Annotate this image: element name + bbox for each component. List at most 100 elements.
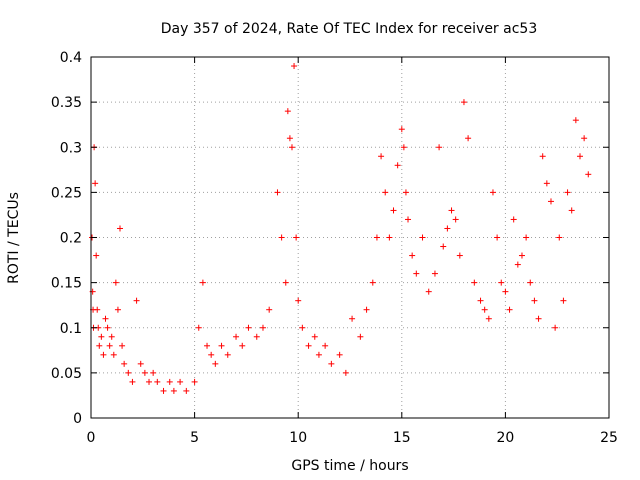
- data-point: [419, 234, 426, 241]
- data-point: [444, 225, 451, 232]
- data-point: [100, 351, 107, 358]
- data-point: [585, 171, 592, 178]
- data-point: [293, 234, 300, 241]
- data-point: [233, 333, 240, 340]
- data-point: [547, 198, 554, 205]
- data-point: [452, 216, 459, 223]
- data-point: [460, 99, 467, 106]
- x-tick-label: 15: [393, 430, 411, 446]
- data-point: [311, 333, 318, 340]
- data-point: [527, 279, 534, 286]
- data-point: [282, 279, 289, 286]
- data-point: [576, 153, 583, 160]
- data-point: [191, 378, 198, 385]
- data-point: [284, 108, 291, 115]
- data-point: [556, 234, 563, 241]
- data-point: [413, 270, 420, 277]
- data-point: [448, 207, 455, 214]
- data-point: [336, 351, 343, 358]
- data-point: [477, 297, 484, 304]
- data-point: [535, 315, 542, 322]
- data-point: [386, 234, 393, 241]
- y-tick-label: 0.35: [51, 95, 82, 111]
- data-point: [481, 306, 488, 313]
- data-point: [494, 234, 501, 241]
- data-point: [456, 252, 463, 259]
- x-tick-label: 0: [87, 430, 96, 446]
- data-point: [349, 315, 356, 322]
- x-axis-label: GPS time / hours: [291, 458, 408, 474]
- data-point: [560, 297, 567, 304]
- axis-ticks: 0 0.05 0.1 0.15 0.2 0.25 0.3 0.35 0.4 0 5 10 15 20 25: [51, 50, 618, 446]
- data-point: [154, 378, 161, 385]
- data-point: [278, 234, 285, 241]
- data-point: [177, 378, 184, 385]
- data-point: [166, 378, 173, 385]
- data-point: [208, 351, 215, 358]
- data-point: [133, 297, 140, 304]
- data-point: [378, 153, 385, 160]
- data-point: [390, 207, 397, 214]
- data-point: [137, 360, 144, 367]
- data-point: [141, 369, 148, 376]
- data-point: [102, 315, 109, 322]
- data-point: [398, 126, 405, 133]
- data-point: [291, 63, 298, 70]
- data-point: [218, 342, 225, 349]
- data-point: [342, 369, 349, 376]
- x-tick-label: 10: [289, 430, 307, 446]
- data-point: [531, 297, 538, 304]
- data-point: [465, 135, 472, 142]
- data-point: [523, 234, 530, 241]
- data-point: [295, 297, 302, 304]
- data-point: [357, 333, 364, 340]
- data-point: [204, 342, 211, 349]
- data-point: [224, 351, 231, 358]
- data-point: [299, 324, 306, 331]
- data-point: [405, 216, 412, 223]
- data-point: [489, 189, 496, 196]
- data-point: [498, 279, 505, 286]
- y-tick-label: 0.25: [51, 185, 82, 201]
- chart-title: Day 357 of 2024, Rate Of TEC Index for r…: [161, 21, 537, 37]
- data-point: [170, 387, 177, 394]
- data-point: [93, 252, 100, 259]
- y-tick-label: 0.05: [51, 366, 82, 382]
- data-point: [259, 324, 266, 331]
- grid-lines: [91, 57, 609, 418]
- data-point: [328, 360, 335, 367]
- data-point: [402, 189, 409, 196]
- data-point: [440, 243, 447, 250]
- data-point: [572, 117, 579, 124]
- data-point: [245, 324, 252, 331]
- data-point: [425, 288, 432, 295]
- data-point: [305, 342, 312, 349]
- data-point: [253, 333, 260, 340]
- data-point: [160, 387, 167, 394]
- data-point: [539, 153, 546, 160]
- data-point: [431, 270, 438, 277]
- y-tick-label: 0.2: [60, 231, 82, 247]
- data-point: [146, 378, 153, 385]
- y-tick-label: 0.1: [60, 321, 82, 337]
- data-point: [183, 387, 190, 394]
- y-tick-label: 0.4: [60, 50, 82, 66]
- data-point: [436, 144, 443, 151]
- data-point: [394, 162, 401, 169]
- data-point: [514, 261, 521, 268]
- data-point: [266, 306, 273, 313]
- data-point: [112, 279, 119, 286]
- data-point: [125, 369, 132, 376]
- data-point: [502, 288, 509, 295]
- data-point: [195, 324, 202, 331]
- x-tick-label: 5: [190, 430, 199, 446]
- data-point: [212, 360, 219, 367]
- data-point: [288, 144, 295, 151]
- data-point: [510, 216, 517, 223]
- data-point: [108, 333, 115, 340]
- data-point: [92, 180, 99, 187]
- data-point: [485, 315, 492, 322]
- data-point: [373, 234, 380, 241]
- y-tick-label: 0.3: [60, 140, 82, 156]
